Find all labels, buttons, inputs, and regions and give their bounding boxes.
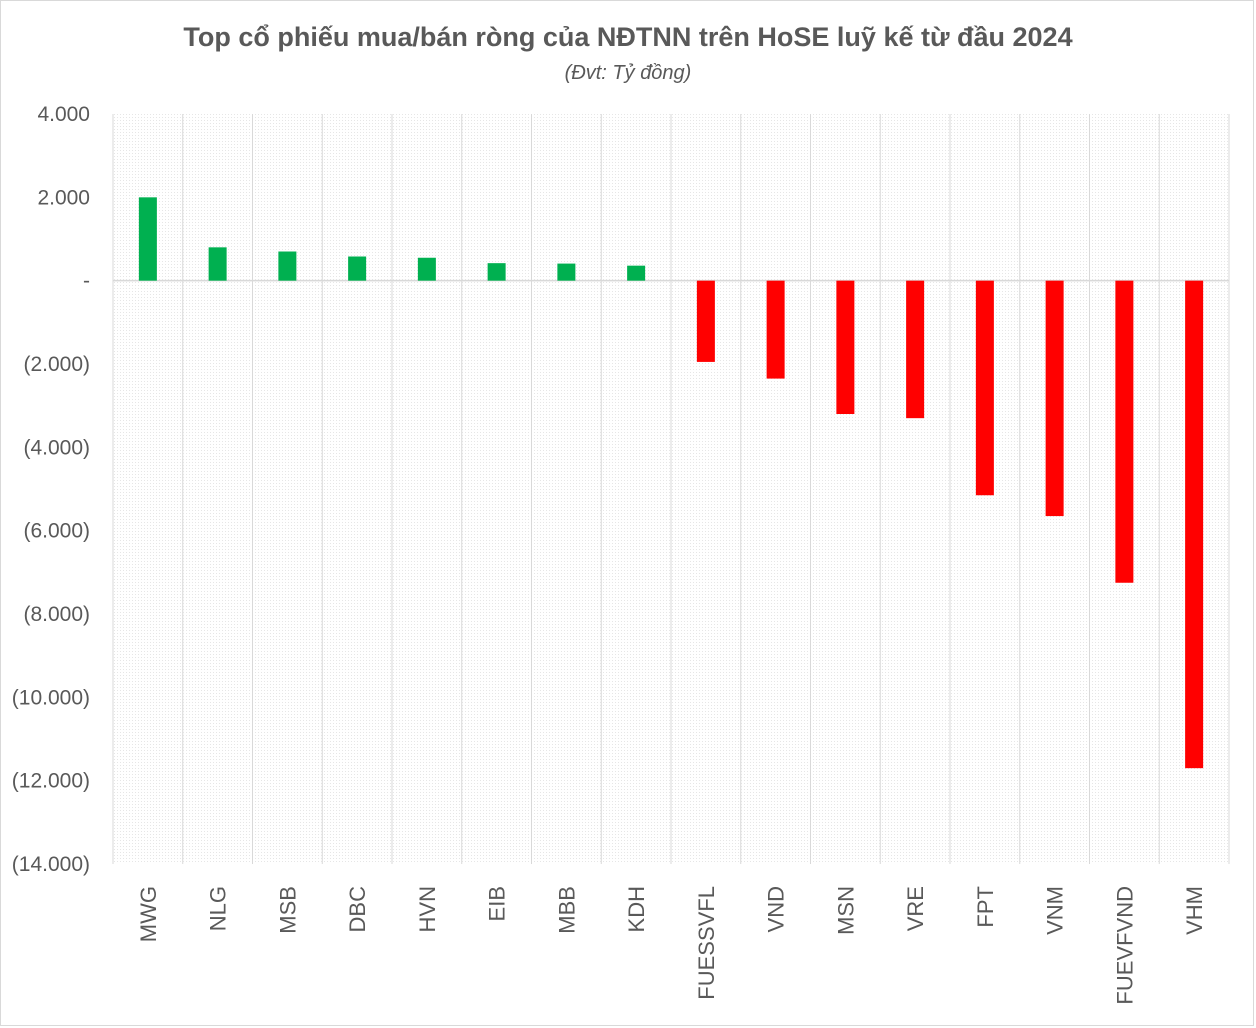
- y-tick-label: 4.000: [37, 103, 90, 126]
- x-tick-label: VHM: [1182, 886, 1207, 935]
- bar-mbb: [557, 263, 576, 281]
- bar-dbc: [348, 256, 367, 281]
- x-tick-label: FUESSVFL: [694, 886, 719, 1000]
- chart-title: Top cổ phiếu mua/bán ròng của NĐTNN trên…: [183, 22, 1073, 52]
- x-tick-label: MBB: [554, 886, 579, 934]
- x-tick-label: FPT: [973, 886, 998, 928]
- y-tick-label: -: [83, 270, 90, 293]
- gridlines: [112, 114, 1230, 864]
- y-tick-label: (12.000): [12, 770, 90, 793]
- bar-vhm: [1185, 280, 1204, 769]
- bar-msb: [278, 251, 297, 281]
- x-tick-label: MSB: [275, 886, 300, 934]
- x-tick-label: VRE: [903, 886, 928, 931]
- x-tick-label: EIB: [485, 886, 510, 921]
- bar-nlg: [208, 247, 227, 281]
- x-tick-label: FUEVFVND: [1112, 886, 1137, 1005]
- y-tick-label: 2.000: [37, 186, 90, 209]
- bar-fuevfvnd: [1115, 280, 1134, 583]
- x-tick-label: HVN: [415, 886, 440, 932]
- x-tick-label: DBC: [345, 886, 370, 933]
- y-tick-label: (2.000): [23, 353, 90, 376]
- y-tick-label: (4.000): [23, 436, 90, 459]
- x-tick-label: NLG: [206, 886, 231, 931]
- bar-msn: [836, 280, 855, 414]
- bar-hvn: [417, 257, 436, 281]
- x-tick-labels: MWG NLG MSB DBC HVN EIB MBB KDH FUESSVFL VND MSN VR…: [136, 886, 1207, 1005]
- x-tick-label: MWG: [136, 886, 161, 942]
- y-tick-label: (14.000): [12, 853, 90, 876]
- chart-subtitle: (Đvt: Tỷ đồng): [564, 62, 692, 84]
- y-tick-label: (8.000): [23, 603, 90, 626]
- y-tick-labels: 4.000 2.000 - (2.000) (4.000) (6.000) (8.000) (…: [12, 103, 90, 876]
- bar-fpt: [975, 280, 994, 496]
- bar-mwg: [138, 197, 157, 281]
- bar-vnd: [766, 280, 785, 379]
- y-tick-label: (10.000): [12, 686, 90, 709]
- x-tick-label: MSN: [833, 886, 858, 935]
- bar-eib: [487, 263, 506, 281]
- x-tick-label: VNM: [1043, 886, 1068, 935]
- bar-kdh: [627, 265, 646, 281]
- bar-vnm: [1045, 280, 1064, 517]
- y-tick-label: (6.000): [23, 520, 90, 543]
- x-tick-label: KDH: [624, 886, 649, 932]
- bar-vre: [906, 280, 925, 419]
- bars: [138, 197, 1204, 769]
- x-tick-label: VND: [764, 886, 789, 932]
- bar-fuessvfl: [696, 280, 715, 362]
